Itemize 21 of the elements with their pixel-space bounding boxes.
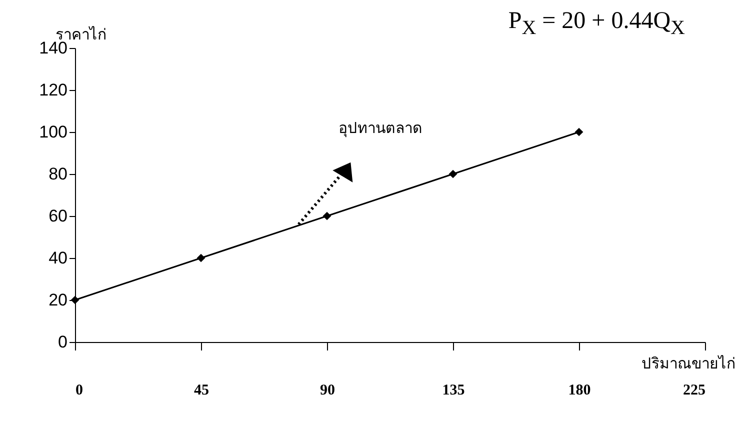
point [196,254,206,262]
y-tick-label: 120 [39,80,68,100]
y-tick-label: 0 [58,332,68,352]
x-tick-label: 135 [442,382,465,398]
y-tick-label: 60 [48,206,68,226]
y-tick-label: 20 [48,290,68,310]
x-tick-label: 0 [76,382,83,398]
point [448,170,458,178]
annotation: อุปทานตลาด [338,118,423,140]
point [322,212,332,220]
x-tick-label: 45 [194,382,209,398]
x-tick-label: 90 [320,382,335,398]
point [574,128,584,136]
y-tick-label: 100 [39,122,68,142]
y-tick-label: 140 [39,38,68,58]
y-tick-label: 40 [48,248,68,268]
x-tick-label: 180 [568,382,591,398]
text: P$_{X}$ = 20 + 0.44Q$_{X}$ [508,8,685,40]
y-tick-label: 80 [48,164,68,184]
x-axis-title: ปริมาณขายไก่ [642,354,736,372]
x-tick-label: 225 [683,382,706,398]
